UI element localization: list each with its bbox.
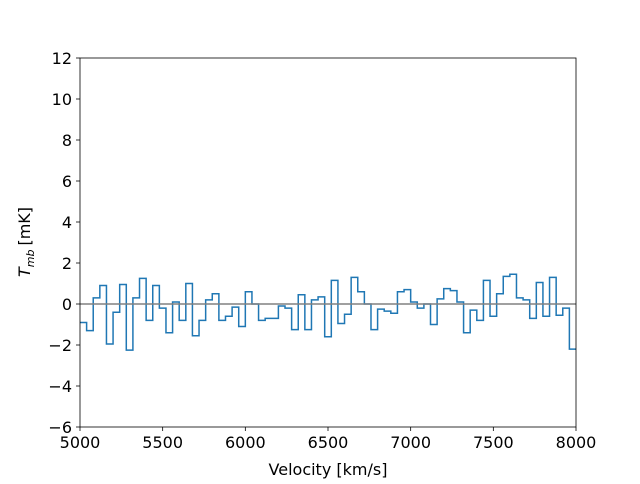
y-tick-label: 2 [62,254,72,273]
x-tick-label: 6000 [225,433,266,452]
x-tick-label: 6500 [308,433,349,452]
x-tick-label: 7500 [473,433,514,452]
y-tick-label: 4 [62,213,72,232]
y-label-symbol: T [15,266,34,277]
x-tick-label: 5500 [142,433,183,452]
y-tick-label: 8 [62,131,72,150]
y-label-subscript: mb [24,250,37,268]
y-tick-label: 10 [52,90,72,109]
y-tick-label: −6 [48,418,72,437]
y-label-unit: [mK] [15,207,34,246]
y-tick-label: 12 [52,49,72,68]
x-tick-label: 7000 [390,433,431,452]
x-tick-label: 5000 [60,433,101,452]
y-tick-label: −2 [48,336,72,355]
y-axis-label: Tmb [mK] [15,207,37,277]
y-tick-label: −4 [48,377,72,396]
step-line [80,273,576,351]
x-axis-label: Velocity [km/s] [269,460,388,479]
x-tick-label: 8000 [556,433,597,452]
y-tick-label: 6 [62,172,72,191]
plot-frame [79,57,577,428]
y-tick-label: 0 [62,295,72,314]
